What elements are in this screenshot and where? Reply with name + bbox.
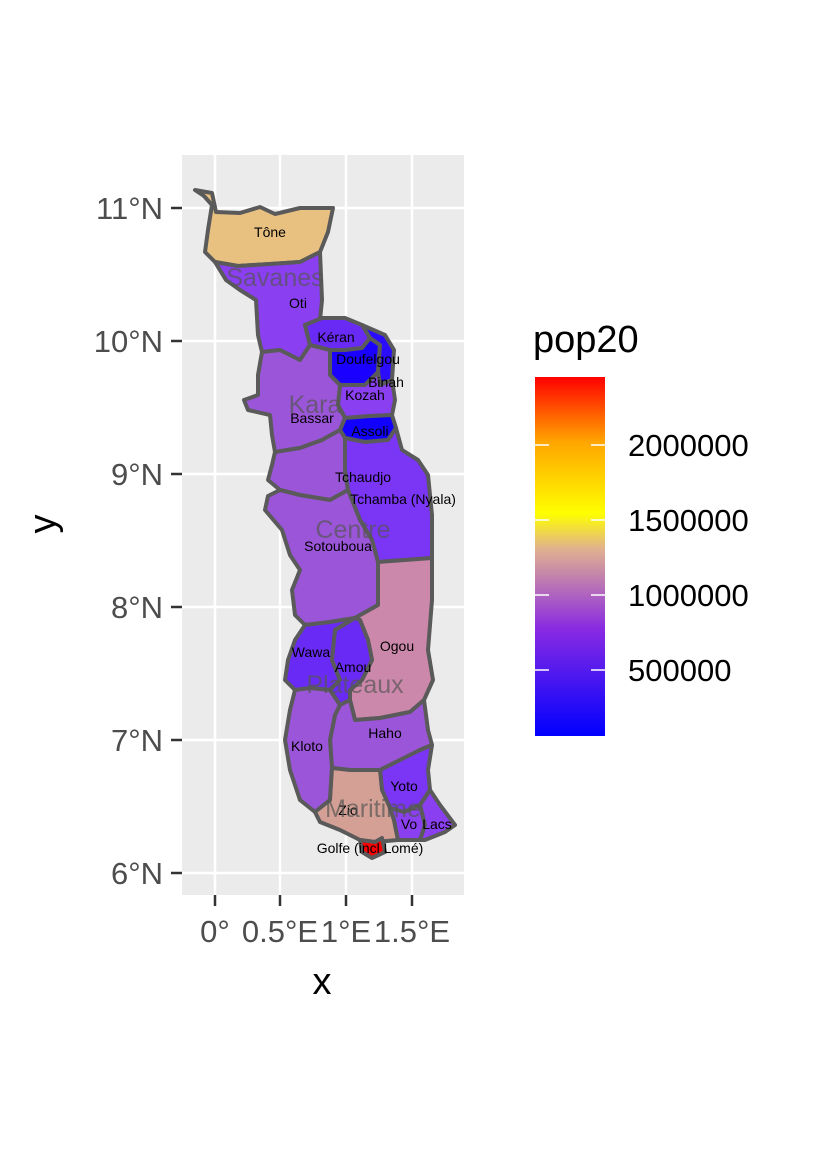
label-lacs: Lacs — [422, 816, 452, 832]
label-zio: Zio — [338, 802, 358, 818]
legend-colorbar — [535, 377, 605, 736]
region-label-savanes: Savanes — [226, 264, 323, 292]
label-vo: Vo — [401, 816, 418, 832]
label-bassar: Bassar — [290, 410, 334, 426]
x-tick-0-5: 0.5°E — [242, 914, 318, 949]
y-tick-7: 7°N — [111, 723, 163, 758]
label-tchaudjo: Tchaudjo — [335, 469, 391, 485]
label-tchamba: Tchamba (Nyala) — [350, 491, 456, 507]
label-haho: Haho — [368, 725, 402, 741]
y-axis: 11°N 10°N 9°N 8°N 7°N 6°N — [94, 191, 182, 891]
legend-label-500000: 500000 — [628, 653, 731, 688]
prefecture-lacs — [418, 788, 457, 842]
x-axis: 0° 0.5°E 1°E 1.5°E — [200, 895, 450, 949]
label-tone: Tône — [254, 224, 286, 240]
y-axis-title: y — [22, 515, 64, 534]
region-label-kara: Kara — [289, 391, 342, 419]
label-kozah: Kozah — [345, 387, 385, 403]
y-tick-9: 9°N — [111, 457, 163, 492]
label-keran: Kéran — [317, 329, 354, 345]
x-tick-1-5: 1.5°E — [374, 914, 450, 949]
legend-title: pop20 — [533, 319, 639, 361]
region-labels: Savanes Kara Centre Plateaux Maritime — [226, 264, 421, 823]
label-sotouboua: Sotouboua — [304, 538, 372, 554]
label-golfe: Golfe (incl Lomé) — [317, 840, 424, 856]
x-tick-0: 0° — [200, 914, 230, 949]
region-label-maritime: Maritime — [325, 795, 421, 823]
y-tick-11: 11°N — [96, 191, 163, 226]
prefecture-polygons — [193, 188, 457, 860]
y-tick-8: 8°N — [111, 590, 163, 625]
label-yoto: Yoto — [390, 778, 418, 794]
label-oti: Oti — [289, 295, 307, 311]
legend-label-1000000: 1000000 — [628, 578, 749, 613]
prefecture-zio — [313, 766, 400, 844]
label-ogou: Ogou — [380, 638, 414, 654]
legend-label-2000000: 2000000 — [628, 428, 749, 463]
region-label-centre: Centre — [315, 516, 390, 544]
label-doufelgou: Doufelgou — [336, 351, 400, 367]
label-kloto: Kloto — [291, 738, 323, 754]
region-label-plateaux: Plateaux — [306, 671, 404, 699]
label-assoli: Assoli — [351, 423, 388, 439]
prefecture-labels: Tône Oti Kéran Doufelgou Binah Kozah Bas… — [254, 224, 456, 856]
legend-label-1500000: 1500000 — [628, 503, 749, 538]
y-tick-6: 6°N — [111, 856, 163, 891]
label-amou: Amou — [335, 659, 372, 675]
x-tick-1: 1°E — [321, 914, 371, 949]
y-tick-10: 10°N — [94, 324, 163, 359]
x-axis-title: x — [313, 961, 332, 1003]
label-wawa: Wawa — [292, 644, 331, 660]
legend: pop20 2000000 1500000 1000000 500000 — [533, 319, 749, 736]
prefecture-golfe — [358, 836, 387, 860]
label-binah: Binah — [368, 374, 404, 390]
